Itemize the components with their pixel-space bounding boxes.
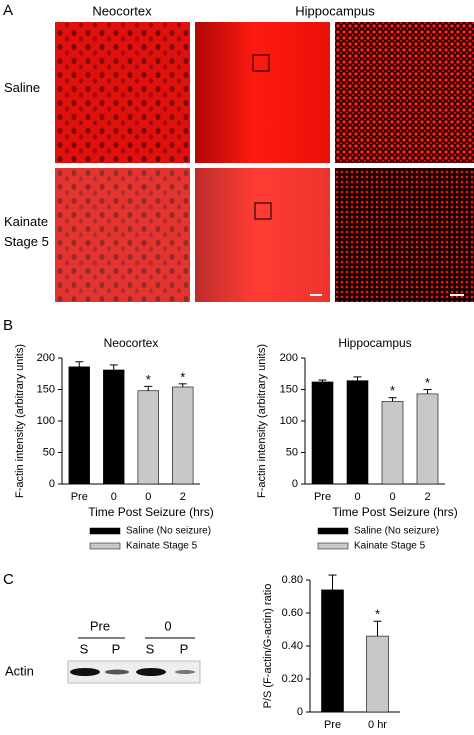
chart-title: Hippocampus	[338, 336, 411, 350]
micrographs	[55, 22, 474, 302]
micrograph	[335, 22, 474, 163]
blot-group: 0	[164, 618, 171, 633]
x-tick-label: 0 hr	[368, 719, 387, 731]
blot: Pre 0 S P S P Actin	[5, 618, 201, 684]
column-label: Neocortex	[92, 3, 152, 18]
y-tick-label: 100	[280, 415, 298, 427]
x-tick-label: 2	[424, 491, 430, 503]
column-label: Hippocampus	[295, 3, 375, 18]
panel-letter: B	[3, 317, 13, 334]
y-axis-label: F-actin intensity (arbitrary units)	[14, 344, 26, 498]
y-tick-label: 200	[280, 352, 298, 364]
bar	[381, 401, 404, 485]
band	[105, 669, 129, 675]
y-tick-label: 50	[43, 446, 55, 458]
bar	[103, 369, 125, 485]
row-label: Kainate Stage 5	[4, 214, 49, 249]
y-tick-label: 200	[37, 352, 55, 364]
micrograph	[195, 22, 330, 163]
legend-label: Saline (No seizure)	[354, 526, 439, 537]
y-tick-label: 0.60	[282, 607, 303, 619]
y-tick-label: 50	[286, 446, 298, 458]
y-tick-label: 0.20	[282, 673, 303, 685]
lane-label: S	[146, 641, 155, 656]
bar	[68, 366, 90, 485]
lane-label: P	[112, 641, 121, 656]
x-tick-label: Pre	[71, 491, 88, 503]
x-tick-label: Pre	[314, 491, 331, 503]
significance-marker: *	[375, 607, 380, 622]
y-axis-label: F-actin intensity (arbitrary units)	[256, 344, 268, 498]
bar	[321, 589, 344, 713]
band	[70, 668, 100, 676]
blot-row-label: Actin	[5, 663, 34, 678]
legend-swatch	[89, 542, 121, 550]
legend-swatch	[89, 527, 121, 535]
x-axis-label: Time Post Seizure (hrs)	[332, 505, 458, 519]
lane-label: P	[180, 641, 189, 656]
micrograph	[55, 22, 190, 163]
blot-strip	[67, 660, 201, 684]
x-tick-label: 0	[354, 491, 360, 503]
significance-marker: *	[390, 383, 395, 398]
inset-box	[252, 54, 270, 72]
micrograph	[195, 168, 330, 302]
band	[136, 668, 166, 676]
bar	[346, 380, 369, 485]
legend-swatch	[317, 527, 349, 535]
legend-label: Kainate Stage 5	[126, 541, 198, 552]
x-tick-label: 0	[389, 491, 395, 503]
lane-label: S	[80, 641, 89, 656]
y-tick-label: 0	[49, 478, 55, 490]
significance-marker: *	[425, 375, 430, 390]
x-axis-label: Time Post Seizure (hrs)	[88, 505, 214, 519]
y-tick-label: 0	[297, 706, 303, 718]
row-label: Saline	[4, 80, 41, 95]
panel-letter: A	[3, 2, 13, 19]
y-axis-label: P/S (F-actin/G-actin) ratio	[262, 584, 274, 709]
x-tick-label: 0	[111, 491, 117, 503]
x-tick-label: 2	[180, 491, 186, 503]
legend-swatch	[317, 542, 349, 550]
blot-group: Pre	[90, 618, 110, 633]
bar	[137, 390, 159, 485]
y-tick-label: 100	[37, 415, 55, 427]
panel-letter: C	[3, 571, 14, 588]
bar	[416, 393, 439, 485]
significance-marker: *	[146, 372, 151, 387]
x-tick-label: Pre	[324, 719, 341, 731]
chart-title: Neocortex	[104, 336, 159, 350]
inset-box	[254, 202, 272, 220]
x-tick-label: 0	[145, 491, 151, 503]
band	[175, 670, 195, 674]
legend-label: Saline (No seizure)	[126, 526, 211, 537]
bar	[366, 635, 389, 713]
significance-marker: *	[180, 369, 185, 384]
y-tick-label: 150	[37, 383, 55, 395]
micrograph	[335, 168, 474, 302]
y-tick-label: 150	[280, 383, 298, 395]
bar	[311, 381, 334, 485]
micrograph	[55, 168, 190, 302]
y-tick-label: 0.40	[282, 640, 303, 652]
legend-label: Kainate Stage 5	[354, 541, 426, 552]
y-tick-label: 0	[292, 478, 298, 490]
bar	[172, 386, 194, 485]
y-tick-label: 0.80	[282, 574, 303, 586]
